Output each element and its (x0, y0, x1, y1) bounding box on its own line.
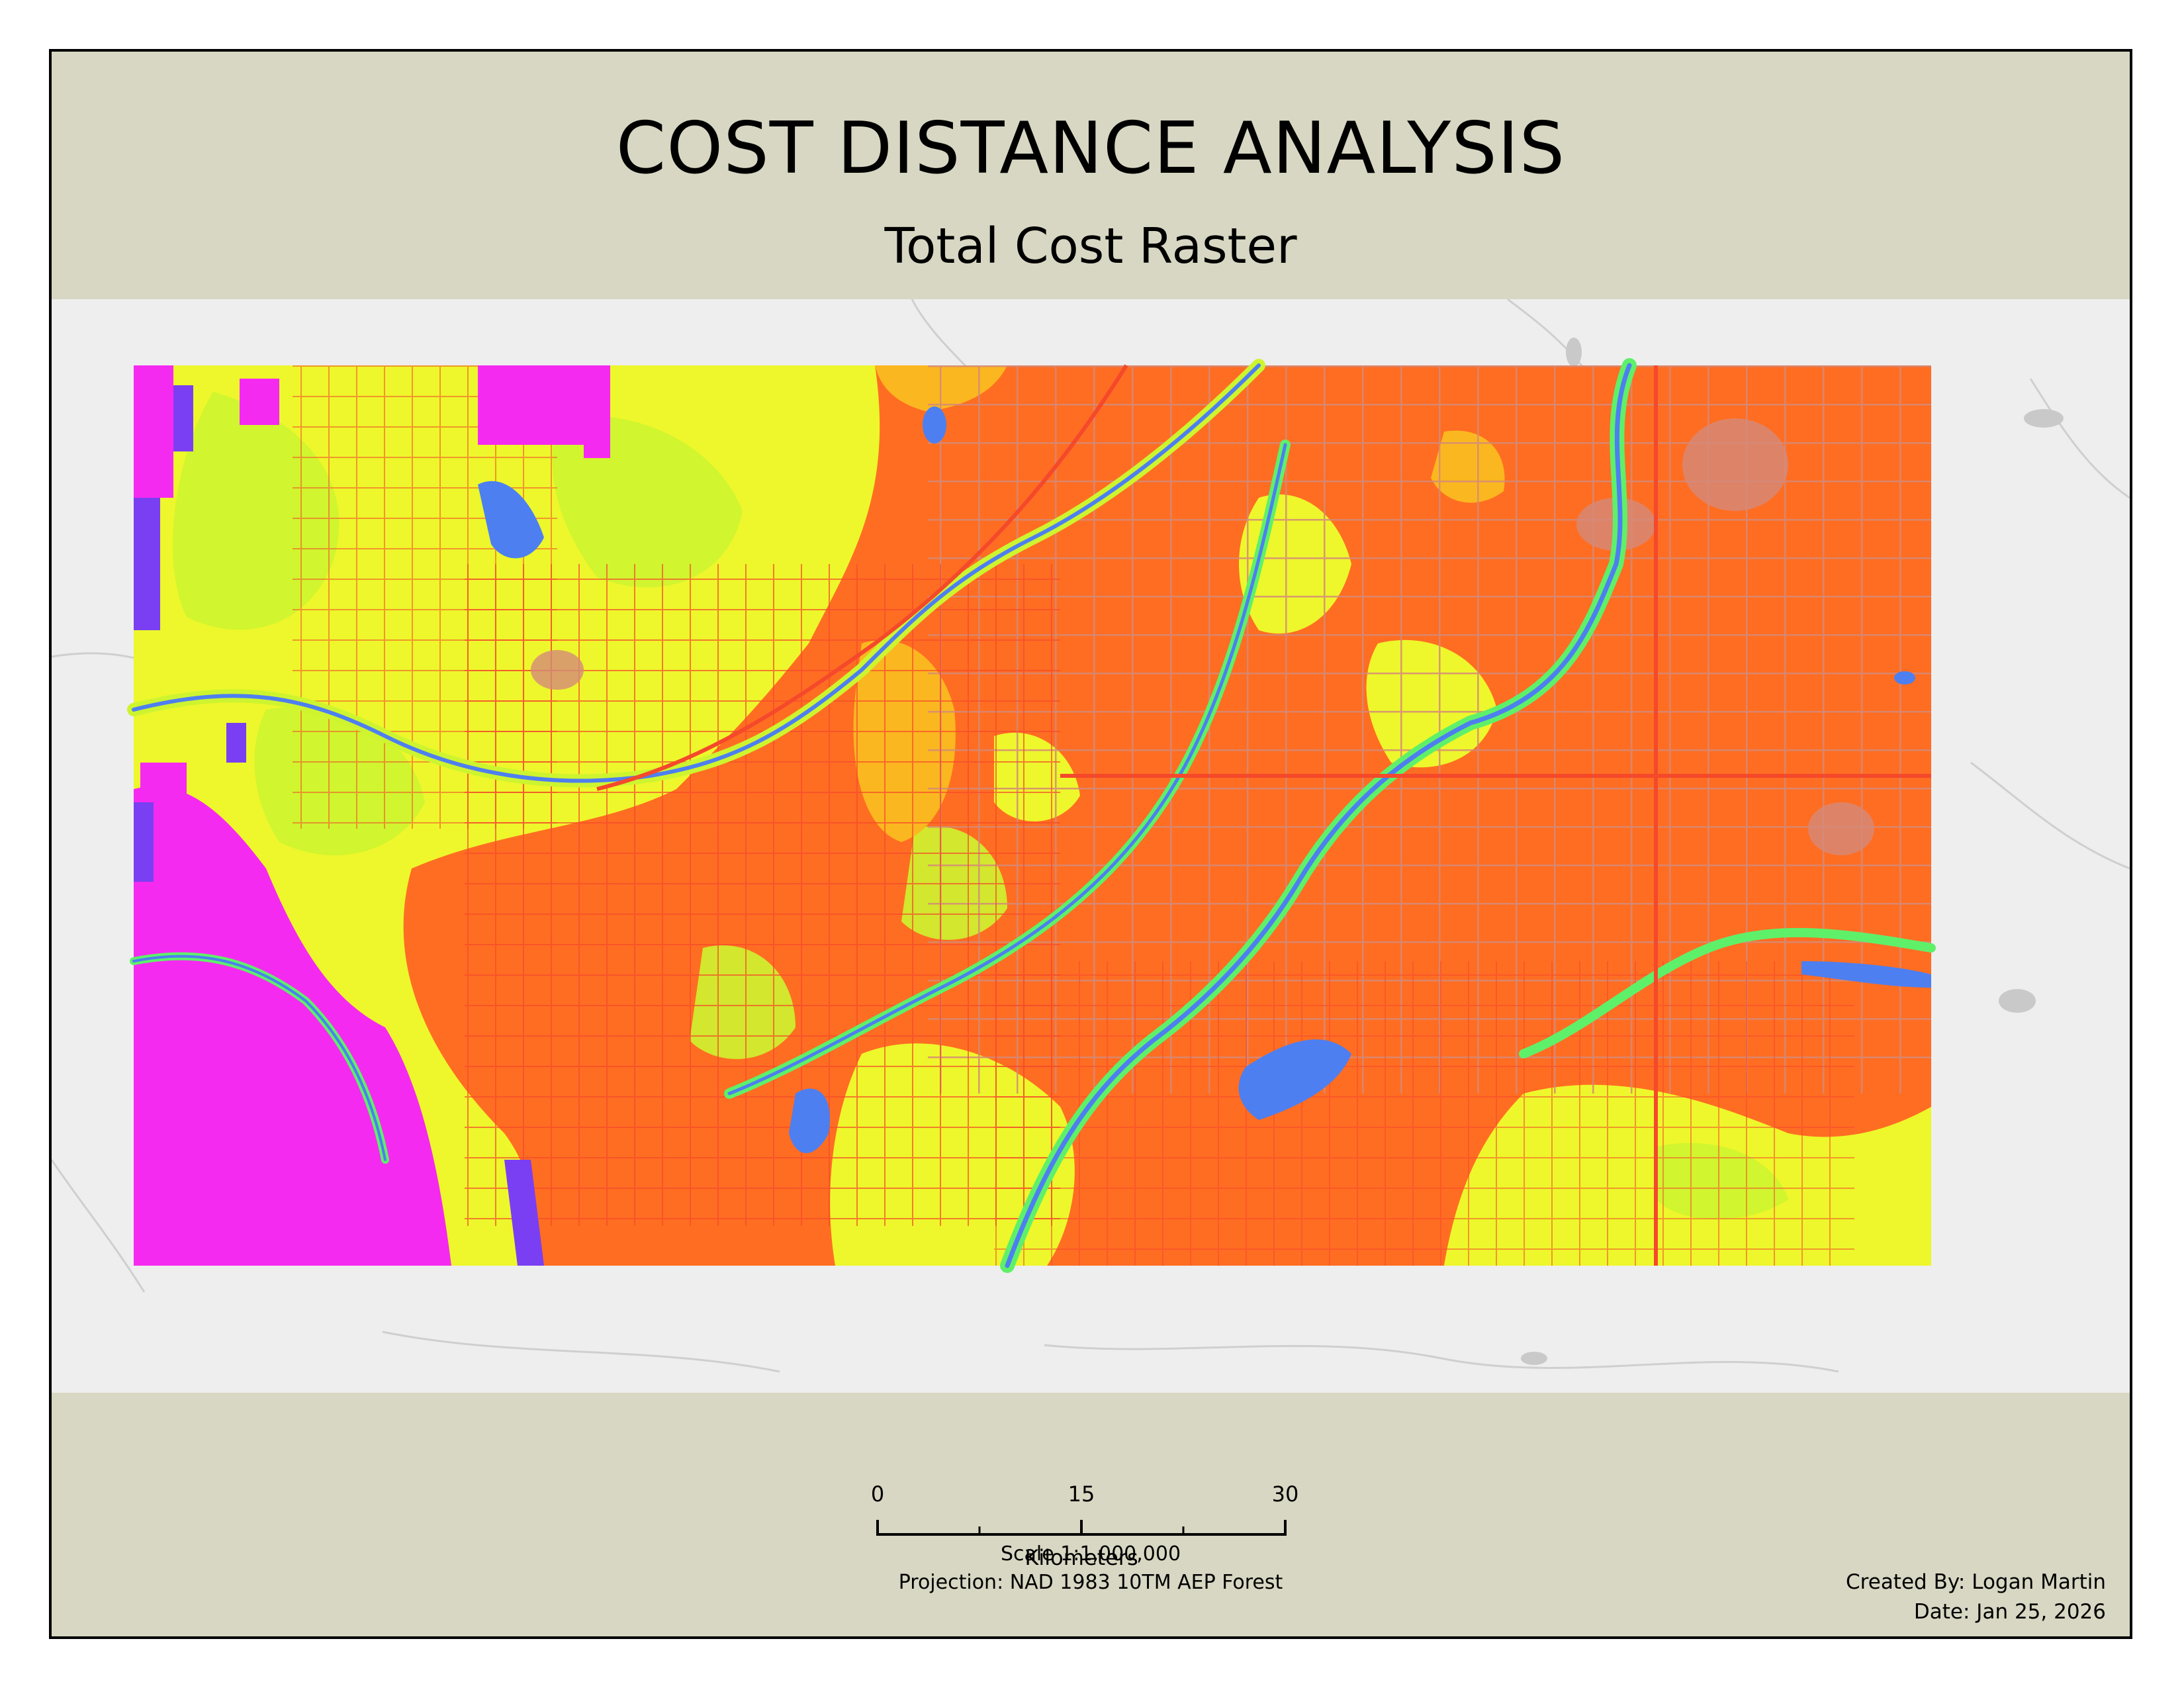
map-title: COST DISTANCE ANALYSIS (615, 107, 1566, 190)
author-credit: Created By: Logan Martin (1846, 1570, 2106, 1594)
map-canvas (52, 299, 2130, 1393)
scale-tick-30: 30 (1271, 1481, 1299, 1507)
scale-unit-label: Kilometers (1024, 1545, 1138, 1570)
cost-raster (127, 358, 1936, 1273)
scale-tick-0: 0 (870, 1481, 885, 1507)
highways (596, 364, 1931, 1266)
map-layout-frame: COST DISTANCE ANALYSIS Total Cost Raster (49, 49, 2132, 1639)
map-frame[interactable] (52, 299, 2130, 1393)
basemap-waterbodies (1521, 338, 2064, 1365)
raster-very-low-zones (478, 406, 1931, 1153)
road-network-south (994, 961, 1854, 1266)
scale-bar-graphic (876, 1520, 1287, 1536)
scale-bar: 0 15 30 Kilometers (859, 1481, 1362, 1587)
scale-ratio: Scale 1:1,000,000 (1000, 1542, 1181, 1566)
scale-tick-15: 15 (1068, 1481, 1095, 1507)
raster-minimum-zones (134, 365, 610, 1266)
projection-info: Projection: NAD 1983 10TM AEP Forest (898, 1571, 1283, 1594)
raster-lowest-zones (134, 385, 544, 1266)
credits: Created By: Logan Martin Date: Jan 25, 2… (1846, 1568, 2106, 1627)
scale-info: Scale 1:1,000,000 Projection: NAD 1983 1… (52, 1540, 2130, 1597)
map-subtitle: Total Cost Raster (884, 218, 1297, 275)
river-corridors (127, 358, 1936, 1273)
creation-date: Date: Jan 25, 2026 (1913, 1600, 2106, 1624)
